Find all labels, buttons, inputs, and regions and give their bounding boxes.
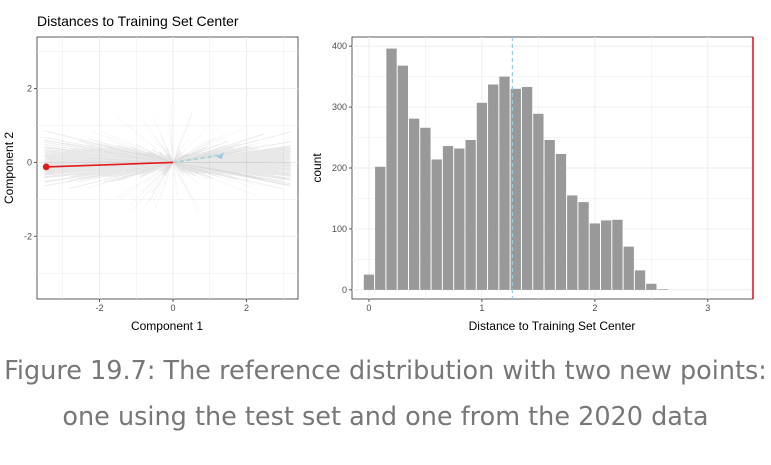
x-axis-label: Distance to Training Set Center (469, 319, 636, 333)
histogram-bars (363, 48, 668, 290)
histogram-bar (544, 139, 555, 290)
y-tick-label: -2 (24, 231, 32, 241)
new-point-distance-line (46, 161, 174, 168)
scatter-panel (36, 36, 299, 300)
figure-svg: Distances to Training Set Center -2 0 2 -2 0… (2, 13, 754, 333)
x-tick-label: 3 (705, 303, 710, 313)
y-tick-label: 300 (332, 102, 347, 112)
x-tick-label: 2 (592, 303, 597, 313)
histogram-bar (589, 223, 601, 290)
histogram-bar (533, 113, 544, 290)
histogram-bar (442, 146, 454, 290)
histogram-bar (476, 102, 488, 290)
histogram-bar (420, 127, 431, 290)
histogram-bar (646, 283, 657, 290)
x-tick-label: -2 (95, 303, 103, 313)
histogram-bar (601, 220, 612, 290)
histogram-bar (567, 195, 578, 290)
y-tick-label: 200 (332, 163, 347, 173)
new-data-point (42, 163, 50, 171)
histogram-bar (375, 166, 386, 290)
y-tick-label: 100 (332, 224, 347, 234)
histogram-bar (397, 65, 408, 290)
y-axis-label: count (310, 153, 324, 183)
y-tick-label: 2 (27, 84, 32, 94)
scatter-ticks: -2 0 2 -2 0 2 (24, 84, 249, 313)
chart-title: Distances to Training Set Center (37, 13, 239, 29)
histogram-bar (657, 289, 668, 290)
histogram-bar (465, 139, 476, 290)
histogram-bar (623, 246, 634, 290)
histogram-bar (408, 118, 420, 290)
histogram-bar (431, 159, 442, 290)
histogram-bar (521, 86, 533, 290)
y-tick-label: 0 (27, 157, 32, 167)
distance-lines-sparse (80, 106, 267, 216)
x-tick-label: 1 (479, 303, 484, 313)
histogram-bar (578, 202, 589, 290)
new-point-distance-line (172, 154, 221, 164)
x-tick-label: 0 (171, 303, 176, 313)
test-set-point (216, 152, 224, 160)
histogram-bar (612, 219, 623, 290)
histogram-ticks: 0 1 2 3 0 100 200 300 400 (332, 41, 710, 313)
figure: Distances to Training Set Center -2 0 2 -2 0… (2, 13, 754, 333)
x-axis-label: Component 1 (131, 319, 203, 333)
histogram-bar (454, 148, 465, 290)
histogram-bar (386, 48, 397, 290)
histogram-bar (363, 274, 375, 290)
y-tick-label: 400 (332, 41, 347, 51)
x-tick-label: 0 (366, 303, 371, 313)
histogram-bar (499, 76, 510, 290)
scatter-marks (42, 152, 224, 171)
y-tick-label: 0 (342, 285, 347, 295)
histogram-bar (510, 88, 521, 290)
caption-line: one using the test set and one from the … (62, 402, 709, 432)
histogram-bar (488, 84, 499, 290)
scatter-grid (37, 37, 298, 299)
y-axis-label: Component 2 (2, 132, 16, 204)
caption-line: Figure 19.7: The reference distribution … (4, 356, 767, 386)
figure-caption: Figure 19.7: The reference distribution … (0, 348, 771, 440)
histogram-reference-lines (511, 37, 754, 299)
histogram-bar (555, 153, 567, 290)
x-tick-label: 2 (244, 303, 249, 313)
histogram-bar (634, 270, 646, 290)
